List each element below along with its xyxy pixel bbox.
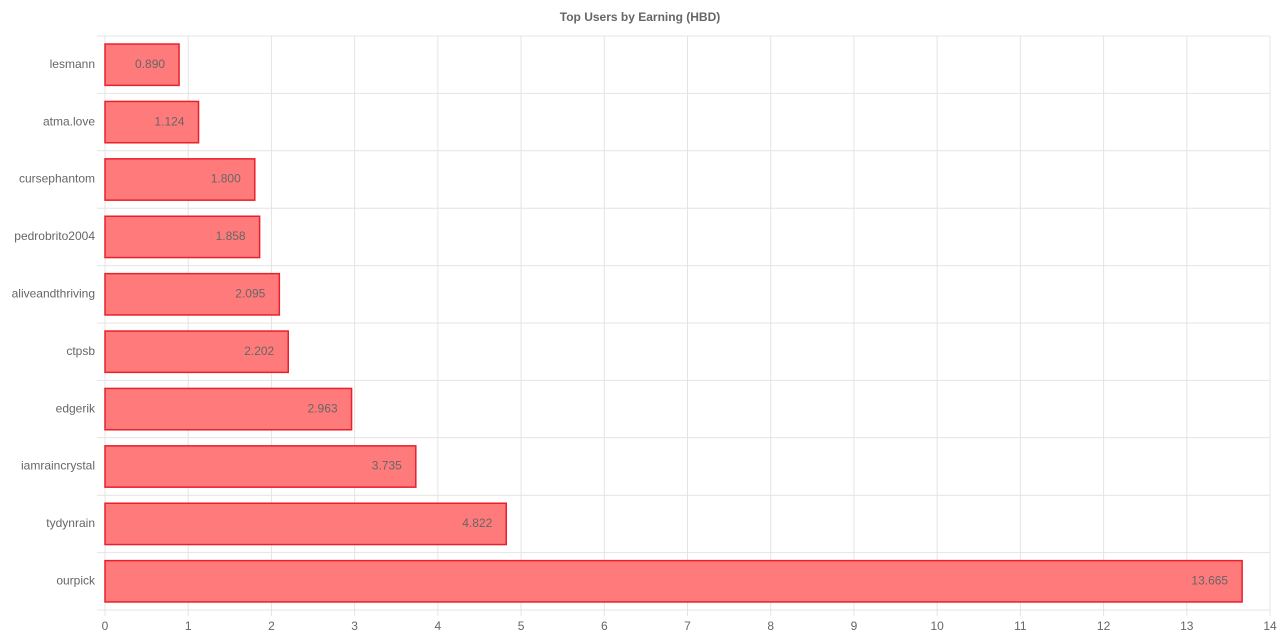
bar [104, 158, 256, 201]
y-tick-label: iamraincrystal [21, 459, 95, 473]
chart-title: Top Users by Earning (HBD) [560, 10, 720, 24]
x-tick-label: 6 [601, 619, 608, 633]
bar [104, 330, 289, 374]
bar [104, 445, 417, 488]
x-tick-label: 13 [1180, 619, 1194, 633]
y-tick-label: ourpick [56, 573, 96, 587]
x-tick-label: 1 [185, 619, 192, 633]
data-label: 4.822 [462, 516, 492, 530]
x-tick-label: 9 [851, 619, 858, 633]
bar [104, 559, 1243, 603]
x-tick-label: 11 [1014, 619, 1027, 633]
bar [104, 502, 508, 546]
x-tick-label: 3 [351, 619, 358, 633]
data-label: 2.963 [308, 401, 338, 415]
data-label: 3.735 [372, 459, 402, 473]
y-tick-label: tydynrain [46, 516, 95, 530]
bar [104, 272, 281, 316]
x-tick-label: 10 [930, 619, 944, 633]
y-tick-label: aliveandthriving [12, 286, 95, 300]
data-label: 1.858 [216, 229, 246, 243]
x-tick-label: 2 [268, 619, 275, 633]
y-tick-label: atma.love [43, 114, 95, 128]
y-tick-label: ctpsb [66, 344, 95, 358]
y-tick-label: pedrobrito2004 [14, 229, 95, 243]
bar [104, 43, 180, 87]
y-tick-label: cursephantom [19, 172, 95, 186]
data-label: 0.890 [135, 57, 165, 71]
x-tick-label: 8 [767, 619, 774, 633]
x-tick-label: 14 [1263, 619, 1277, 633]
data-label: 2.202 [244, 344, 274, 358]
data-label: 2.095 [235, 286, 265, 300]
y-tick-label: edgerik [56, 401, 96, 415]
y-tick-label: lesmann [50, 57, 95, 71]
data-label: 13.665 [1191, 573, 1228, 587]
x-tick-label: 0 [102, 619, 109, 633]
bar [104, 387, 353, 431]
x-tick-label: 5 [518, 619, 525, 633]
x-tick-label: 4 [435, 619, 442, 633]
bar [104, 100, 200, 144]
data-label: 1.800 [211, 172, 241, 186]
data-label: 1.124 [155, 114, 185, 128]
x-tick-label: 7 [684, 619, 691, 633]
x-tick-label: 12 [1097, 619, 1111, 633]
bar [104, 215, 261, 259]
